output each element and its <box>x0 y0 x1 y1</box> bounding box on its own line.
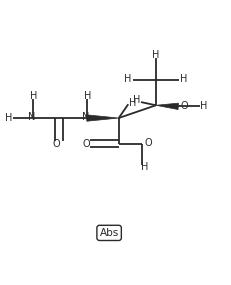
Text: Abs: Abs <box>100 228 119 238</box>
Text: O: O <box>82 139 90 148</box>
Text: H: H <box>133 95 140 105</box>
Text: O: O <box>145 138 152 148</box>
Text: H: H <box>180 74 188 84</box>
Text: H: H <box>30 91 37 101</box>
Text: H: H <box>200 101 207 111</box>
Text: N: N <box>28 112 36 122</box>
Text: H: H <box>129 98 136 108</box>
Text: H: H <box>5 113 12 123</box>
Polygon shape <box>156 103 178 109</box>
Text: H: H <box>152 50 160 60</box>
Text: O: O <box>181 101 188 111</box>
Text: O: O <box>53 139 60 148</box>
Polygon shape <box>87 115 119 121</box>
Text: H: H <box>84 91 91 101</box>
Text: N: N <box>82 112 90 122</box>
Text: H: H <box>141 162 148 172</box>
Text: H: H <box>124 74 131 84</box>
